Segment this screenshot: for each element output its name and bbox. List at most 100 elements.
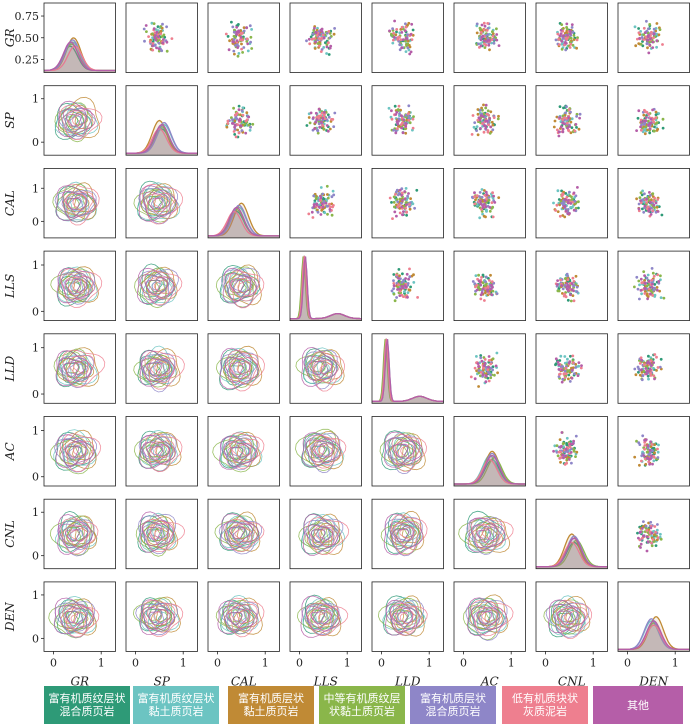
scatter-point — [411, 126, 415, 130]
scatter-point — [647, 460, 651, 464]
scatter-point — [330, 213, 334, 217]
scatter-point — [564, 209, 568, 213]
scatter-point — [484, 119, 488, 123]
x-axis-label: LLS — [313, 674, 338, 686]
scatter-point — [475, 22, 479, 26]
kde-contour — [133, 354, 170, 388]
kde-contour — [310, 440, 326, 456]
panel-den-lld: 0 1 LLD — [371, 581, 444, 686]
panel-frame — [535, 498, 608, 570]
kde-contour — [66, 113, 82, 127]
kde-contour — [153, 194, 170, 210]
scatter-point — [486, 22, 490, 25]
kde-contour — [300, 595, 341, 638]
scatter-point — [563, 369, 567, 373]
kde-contour — [310, 611, 325, 625]
scatter-point — [482, 112, 486, 116]
scatter-point — [558, 438, 562, 441]
scatter-point — [484, 280, 487, 284]
kde-contour — [219, 435, 258, 470]
panel-frame — [43, 416, 116, 487]
scatter-point — [479, 27, 482, 31]
scatter-point — [566, 33, 569, 37]
scatter-point — [637, 536, 640, 540]
kde-fill-4 — [372, 339, 444, 404]
kde-contour — [228, 609, 243, 623]
scatter-point — [568, 125, 572, 128]
y-tick-label: 1 — [32, 182, 39, 195]
kde-contour — [311, 605, 340, 628]
scatter-point — [239, 124, 243, 128]
scatter-point — [407, 116, 411, 120]
panel-frame — [125, 85, 198, 156]
scatter-point — [232, 49, 236, 53]
kde-contour — [72, 195, 87, 211]
scatter-point — [411, 202, 415, 206]
scatter-point — [560, 444, 563, 448]
scatter-point — [394, 33, 398, 37]
panel-ac-ac — [453, 416, 526, 487]
legend-item-5: 富有机质层状 混合质页岩 — [410, 686, 496, 724]
scatter-point — [321, 116, 325, 120]
kde-fill-2 — [454, 455, 526, 486]
kde-fill-3 — [536, 534, 608, 569]
scatter-point — [647, 113, 651, 116]
kde-contour — [385, 599, 421, 636]
scatter-point — [486, 33, 490, 36]
panel-frame — [207, 416, 280, 487]
scatter-point — [487, 123, 490, 127]
scatter-point — [570, 376, 574, 380]
scatter-point — [477, 385, 480, 388]
scatter-point — [646, 446, 650, 450]
scatter-point — [330, 195, 334, 199]
scatter-point — [483, 361, 487, 365]
kde-contour — [65, 524, 91, 549]
kde-fill-4 — [536, 540, 608, 569]
scatter-point — [559, 278, 562, 282]
kde-contour — [141, 357, 171, 382]
scatter-point — [560, 189, 563, 193]
panel-frame — [125, 416, 198, 487]
scatter-point — [480, 359, 484, 363]
scatter-point — [390, 289, 394, 293]
scatter-point — [642, 26, 646, 30]
scatter-point — [316, 210, 320, 214]
scatter-point — [653, 443, 656, 446]
scatter-point — [399, 123, 403, 126]
y-tick-label: 0.75 — [15, 10, 40, 23]
x-tick-label: 1 — [98, 656, 105, 669]
panel-frame — [371, 498, 444, 570]
scatter-point — [569, 442, 573, 446]
scatter-point — [637, 109, 641, 113]
scatter-point — [654, 201, 658, 205]
kde-curve-7 — [290, 256, 362, 320]
scatter-point — [405, 272, 409, 276]
scatter-point — [248, 128, 252, 132]
kde-contour — [305, 439, 335, 463]
scatter-point — [654, 530, 657, 534]
scatter-point — [317, 37, 321, 40]
scatter-point — [396, 127, 399, 131]
kde-contour — [57, 514, 93, 555]
scatter-point — [482, 21, 486, 25]
kde-contour — [136, 180, 177, 221]
scatter-point — [636, 531, 639, 535]
scatter-point — [488, 38, 491, 42]
scatter-point — [403, 290, 406, 293]
scatter-point — [317, 107, 321, 111]
panel-frame — [371, 581, 444, 652]
scatter-point — [558, 457, 562, 460]
kde-fill-7 — [618, 620, 690, 652]
scatter-point — [481, 200, 485, 203]
scatter-point — [640, 120, 643, 124]
x-axis-label: DEN — [638, 674, 668, 686]
scatter-point — [307, 212, 311, 216]
y-tick-label: 0 — [32, 136, 39, 149]
panel-frame — [125, 2, 198, 73]
scatter-point — [161, 22, 164, 26]
scatter-point — [327, 30, 331, 33]
kde-contour — [142, 359, 171, 383]
scatter-point — [235, 25, 239, 29]
scatter-point — [413, 206, 416, 210]
scatter-point — [635, 129, 638, 133]
